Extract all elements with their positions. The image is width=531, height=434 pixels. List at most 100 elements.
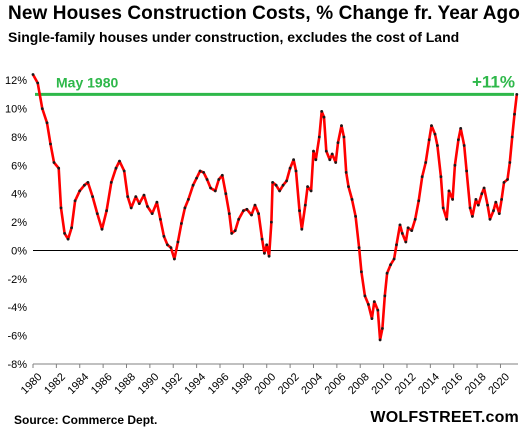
series-point: [63, 232, 66, 235]
series-point: [36, 81, 40, 85]
series-point: [173, 257, 176, 261]
series-point: [191, 183, 195, 187]
series-point: [324, 149, 328, 153]
x-tick-label: 1988: [112, 371, 138, 397]
series-point: [344, 171, 348, 174]
series-point: [126, 195, 130, 199]
series-point: [155, 200, 159, 204]
series-point: [441, 206, 445, 210]
series-point: [150, 212, 154, 216]
x-tick-label: 1992: [159, 371, 185, 397]
series-point: [494, 200, 498, 204]
y-tick-label: 0%: [11, 245, 27, 257]
series-point: [176, 240, 180, 244]
series-point: [328, 158, 332, 162]
series-point: [57, 166, 61, 170]
series-point: [436, 144, 439, 147]
series-point: [383, 294, 387, 298]
series-point: [274, 183, 278, 187]
series-point: [122, 169, 126, 173]
series-point: [265, 243, 269, 247]
y-tick-label: -4%: [7, 302, 27, 314]
x-tick-label: 2010: [369, 371, 395, 397]
series-point: [381, 327, 384, 330]
series-point: [245, 207, 249, 211]
series-point: [49, 142, 52, 146]
x-tick-label: 2000: [253, 371, 279, 397]
series-point: [439, 175, 443, 179]
series-point: [91, 195, 94, 199]
series-point: [227, 212, 231, 216]
series-point: [471, 215, 474, 218]
series-point: [52, 161, 56, 164]
series-point: [488, 217, 492, 221]
series-point: [281, 183, 285, 187]
series-point: [40, 107, 44, 110]
series-point: [137, 202, 141, 206]
series-point: [476, 203, 480, 207]
series-point: [468, 206, 472, 210]
series-point: [183, 206, 187, 210]
series-point: [433, 132, 437, 136]
series-point: [134, 195, 138, 199]
x-tick-label: 1994: [182, 371, 208, 397]
series-point: [385, 271, 389, 275]
series-point: [482, 186, 486, 190]
series-point: [100, 227, 104, 231]
series-point: [347, 185, 350, 189]
series-point: [497, 212, 501, 216]
x-tick-label: 2008: [346, 371, 372, 397]
x-tick-label: 2018: [463, 371, 489, 397]
series-point: [462, 144, 466, 147]
series-point: [350, 198, 354, 201]
series-point: [392, 257, 396, 261]
series-point: [142, 193, 146, 197]
series-point: [330, 152, 334, 156]
series-point: [320, 110, 324, 113]
series-point: [59, 206, 63, 210]
series-point: [169, 246, 173, 250]
series-point: [95, 212, 99, 216]
series-point: [294, 169, 298, 173]
series-point: [314, 158, 318, 162]
y-tick-label: 6%: [11, 160, 27, 172]
y-tick-label: 2%: [11, 217, 27, 229]
series-point: [492, 209, 495, 213]
series-point: [146, 205, 149, 208]
series-point: [427, 138, 431, 142]
x-tick-label: 1996: [206, 371, 232, 397]
series-point: [213, 189, 217, 193]
series-point: [288, 166, 292, 170]
reference-line-label: May 1980: [56, 74, 118, 90]
series-point: [109, 181, 113, 184]
x-tick-label: 2016: [439, 371, 465, 397]
series-point: [278, 189, 281, 193]
series-point: [205, 178, 209, 181]
series-point: [267, 254, 271, 258]
brand-logo-text: WOLFSTREET.com: [370, 409, 519, 426]
latest-value-label: +11%: [472, 72, 515, 91]
series-point: [300, 227, 304, 231]
series-point: [480, 192, 484, 196]
series-point: [263, 251, 266, 255]
series-point: [298, 209, 301, 213]
series-point: [370, 317, 374, 320]
x-tick-label: 2006: [323, 371, 349, 397]
x-axis: 1980198219841986198819901992199419961998…: [19, 363, 518, 397]
series-point: [270, 220, 273, 224]
series-point: [508, 161, 512, 164]
series-point: [410, 229, 414, 233]
series-point: [459, 126, 463, 130]
series-point: [73, 199, 77, 203]
series-point: [395, 243, 398, 247]
series-point: [420, 175, 424, 179]
series-point: [202, 171, 206, 174]
series-point: [224, 192, 228, 196]
series-point: [285, 179, 288, 183]
series-point: [515, 93, 519, 96]
x-tick-label: 1984: [66, 371, 92, 397]
series-point: [118, 159, 121, 163]
y-tick-label: -8%: [7, 359, 27, 371]
y-tick-label: 12%: [5, 75, 27, 87]
